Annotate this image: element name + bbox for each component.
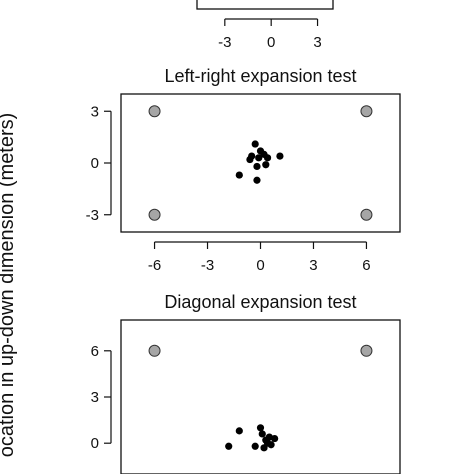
data-point (253, 176, 261, 184)
x-tick-label: 3 (309, 257, 317, 274)
x-tick-label: -3 (218, 34, 231, 51)
chart-title: Diagonal expansion test (164, 292, 356, 312)
data-point (225, 442, 233, 450)
data-point (246, 155, 254, 164)
x-tick-label: 3 (313, 34, 321, 51)
chart-panel-bottom: Diagonal expansion test 6 3 0 (91, 292, 401, 474)
data-point (255, 154, 263, 162)
data-point (251, 442, 259, 450)
chart-title: Left-right expansion test (164, 66, 356, 86)
x-tick-label: -6 (148, 257, 161, 274)
data-point (258, 430, 266, 438)
plot-frame (120, 319, 401, 474)
data-point (271, 434, 279, 443)
y-tick-label: 0 (91, 435, 99, 452)
data-point (251, 140, 259, 148)
x-tick-label: 0 (256, 257, 264, 274)
target-marker (148, 344, 161, 357)
target-marker (360, 105, 373, 118)
y-axis-label: ocation in up-down dimension (meters) (0, 113, 18, 458)
chart-panel-top: -3 0 3 (196, 0, 334, 51)
data-point (276, 152, 284, 160)
data-point (253, 162, 261, 171)
data-point (263, 154, 272, 162)
y-tick-label: 6 (91, 343, 99, 360)
chart-panel-middle: Left-right expansion test -6 -3 0 3 6 3 0 -3 (86, 66, 401, 274)
y-tick-label: 0 (91, 155, 99, 172)
x-tick-label: 6 (362, 257, 370, 274)
plot-frame (120, 93, 401, 233)
data-point (256, 424, 265, 432)
data-point (235, 427, 243, 435)
y-tick-label: -3 (86, 207, 99, 224)
data-point (262, 161, 270, 169)
x-tick-label: -3 (201, 257, 214, 274)
target-marker (360, 208, 373, 221)
y-tick-label: 3 (91, 103, 99, 120)
x-tick-label: 0 (267, 34, 275, 51)
plot-frame (196, 0, 334, 10)
target-marker (360, 344, 373, 357)
data-point (235, 171, 243, 179)
target-marker (148, 105, 161, 118)
y-tick-label: 3 (91, 389, 99, 406)
data-point (263, 439, 272, 447)
target-marker (148, 208, 161, 221)
